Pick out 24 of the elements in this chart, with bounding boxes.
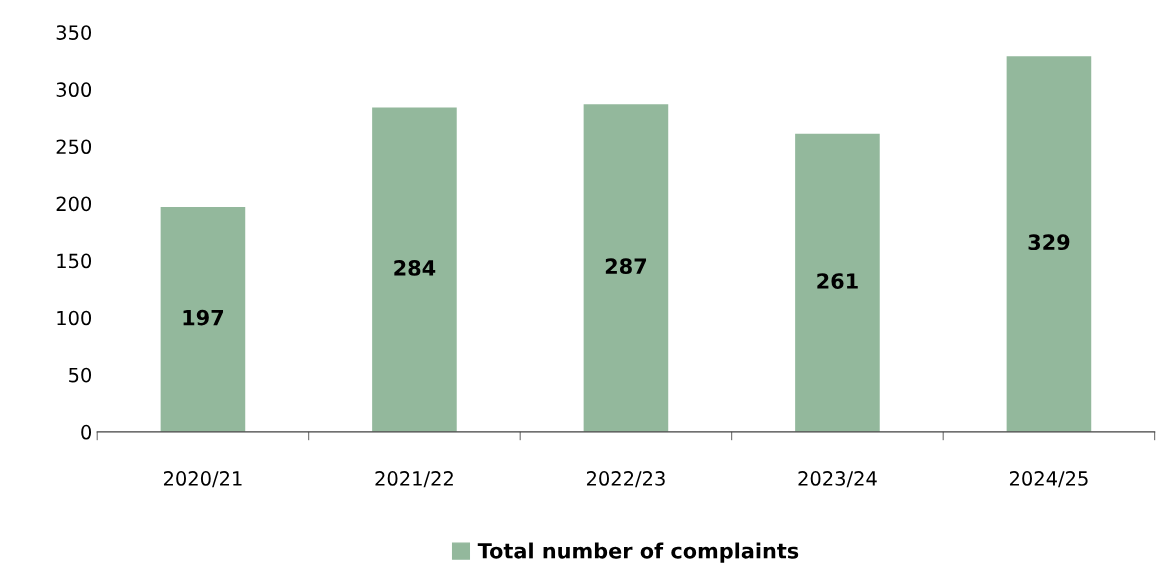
y-tick-label: 200: [56, 196, 92, 212]
y-tick-label: 100: [57, 310, 92, 326]
bar: [583, 104, 669, 432]
y-tick-label: 150: [57, 253, 92, 269]
x-tick-label: 2022/23: [586, 471, 665, 488]
x-tick-label: 2021/22: [375, 471, 453, 488]
x-tick-label: 2023/24: [798, 471, 877, 488]
y-tick-label: 350: [56, 25, 92, 40]
bar: [795, 133, 880, 432]
x-tick-label: 2020/21: [163, 471, 242, 488]
bar: [1006, 56, 1092, 432]
data-label: 197: [183, 309, 224, 326]
y-tick-label: 250: [56, 139, 92, 155]
data-label: 329: [1028, 234, 1070, 251]
y-tick-label: 50: [69, 367, 92, 383]
y-tick-label: 0: [81, 424, 92, 440]
y-tick-label: 300: [56, 82, 92, 98]
data-label: 284: [394, 260, 436, 276]
x-tick-label: 2024/25: [1009, 471, 1088, 488]
legend-label: Total number of complaints: [477, 542, 799, 563]
bar: [160, 206, 246, 432]
data-label: 261: [817, 273, 858, 289]
bar: [372, 107, 457, 432]
data-label: 287: [605, 258, 647, 275]
